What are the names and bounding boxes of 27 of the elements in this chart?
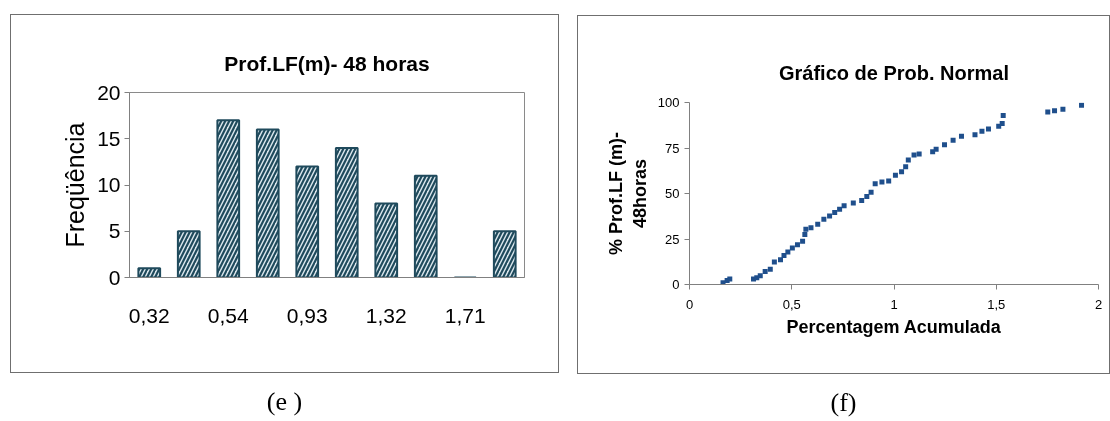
x-tick-label: 0,5 bbox=[782, 296, 801, 312]
y-tick-label: 5 bbox=[108, 219, 121, 243]
x-tick-label: 1,5 bbox=[987, 296, 1006, 312]
x-tick-label: 1,32 bbox=[365, 303, 407, 327]
y-axis-title: % Prof.LF (m)- 48horas bbox=[605, 131, 650, 255]
y-tick-label: 50 bbox=[665, 186, 680, 201]
y-tick-label: 100 bbox=[657, 95, 680, 110]
y-tick-label: 10 bbox=[97, 173, 121, 196]
x-tick-label: 1 bbox=[890, 296, 898, 312]
x-tick-label: 0,32 bbox=[128, 303, 170, 327]
chart-title: Prof.LF(m)- 48 horas bbox=[224, 51, 430, 75]
y-tick-label: 75 bbox=[665, 140, 680, 156]
x-tick-label: 0,93 bbox=[286, 303, 328, 327]
y-tick-label: 15 bbox=[97, 126, 121, 150]
y-tick-label: 20 bbox=[97, 80, 121, 104]
chart-title: Gráfico de Prob. Normal bbox=[778, 61, 1010, 84]
y-tick-label: 0 bbox=[108, 265, 121, 289]
x-tick-label: 2 bbox=[1094, 296, 1103, 312]
x-tick-label: 1,71 bbox=[444, 303, 486, 327]
y-tick-label: 0 bbox=[672, 277, 680, 292]
text: (f) bbox=[830, 387, 857, 419]
x-tick-label: 0 bbox=[685, 296, 694, 312]
x-axis-title: Percentagem Acumulada bbox=[786, 316, 1002, 337]
x-tick-label: 0,54 bbox=[207, 303, 250, 327]
y-axis-title: Freqüência bbox=[61, 122, 90, 248]
text: (e ) bbox=[266, 386, 303, 418]
y-tick-label: 25 bbox=[665, 231, 680, 247]
